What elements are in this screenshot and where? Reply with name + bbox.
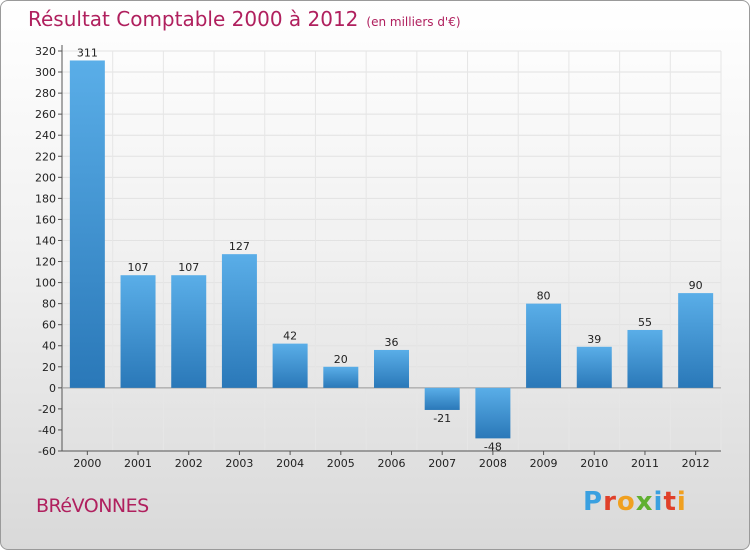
y-tick-label: -60 [38,445,56,458]
bar [120,275,156,388]
y-tick-label: 120 [35,256,56,269]
data-label: 20 [334,353,348,366]
bar [678,293,714,388]
chart-title-text: Résultat Comptable 2000 à 2012 [28,7,359,31]
x-tick-label: 2003 [225,457,253,470]
data-label: 55 [638,316,652,329]
y-tick-label: 180 [35,192,56,205]
x-tick-label: 2004 [276,457,304,470]
y-tick-label: 260 [35,108,56,121]
x-tick-label: 2011 [631,457,659,470]
x-tick-label: 2006 [378,457,406,470]
logo-letter: i [653,487,664,517]
y-tick-label: -20 [38,403,56,416]
data-label: -48 [484,440,502,453]
proxiti-logo[interactable]: Proxiti [583,487,687,517]
data-label: 107 [128,261,149,274]
bar [526,303,562,388]
y-tick-label: -40 [38,424,56,437]
data-label: 107 [178,261,199,274]
axes [58,45,721,455]
bar [374,349,409,388]
y-tick-label: 300 [35,66,56,79]
chart-subtitle: (en milliers d'€) [366,15,461,29]
x-tick-label: 2012 [682,457,710,470]
gridlines [61,50,722,452]
x-tick-label: 2010 [580,457,608,470]
bar [576,346,612,388]
logo-letter: x [635,487,654,517]
bar [323,366,359,388]
x-tick-label: 2001 [124,457,152,470]
y-tick-label: 140 [35,234,56,247]
data-label: 90 [689,279,703,292]
y-tick-label: 200 [35,171,56,184]
data-label: 311 [77,46,98,59]
x-tick-label: 2009 [530,457,558,470]
data-label: 127 [229,240,250,253]
y-tick-label: 100 [35,277,56,290]
chart-title: Résultat Comptable 2000 à 2012 (en millie… [28,7,461,31]
bar [424,387,460,410]
data-label: 39 [587,333,601,346]
logo-letter: r [603,487,617,517]
y-tick-label: 20 [42,361,56,374]
y-tick-label: 160 [35,213,56,226]
bar [272,343,308,388]
bar [171,275,207,388]
x-tick-label: 2002 [175,457,203,470]
y-tick-label: 60 [42,319,56,332]
logo-letter: o [616,487,636,517]
bars [69,60,714,439]
x-tick-label: 2008 [479,457,507,470]
x-tick-label: 2007 [428,457,456,470]
y-tick-label: 240 [35,129,56,142]
bar [627,329,663,388]
labels: -60-40-200204060801001201401601802002202… [35,45,710,470]
x-tick-label: 2000 [73,457,101,470]
data-label: 42 [283,330,297,343]
logo-letter: i [676,487,687,517]
logo-letter: t [663,487,677,517]
y-tick-label: 320 [35,45,56,58]
y-tick-label: 80 [42,298,56,311]
bar [475,387,511,439]
bar [221,254,257,388]
logo-letter: P [583,487,604,517]
y-tick-label: 280 [35,87,56,100]
y-tick-label: 220 [35,150,56,163]
data-label: 36 [385,336,399,349]
bar [69,60,105,388]
town-name: BRéVONNES [36,495,149,517]
y-tick-label: 40 [42,340,56,353]
x-tick-label: 2005 [327,457,355,470]
y-tick-label: 0 [49,382,56,395]
data-label: 80 [537,290,551,303]
data-label: -21 [433,412,451,425]
